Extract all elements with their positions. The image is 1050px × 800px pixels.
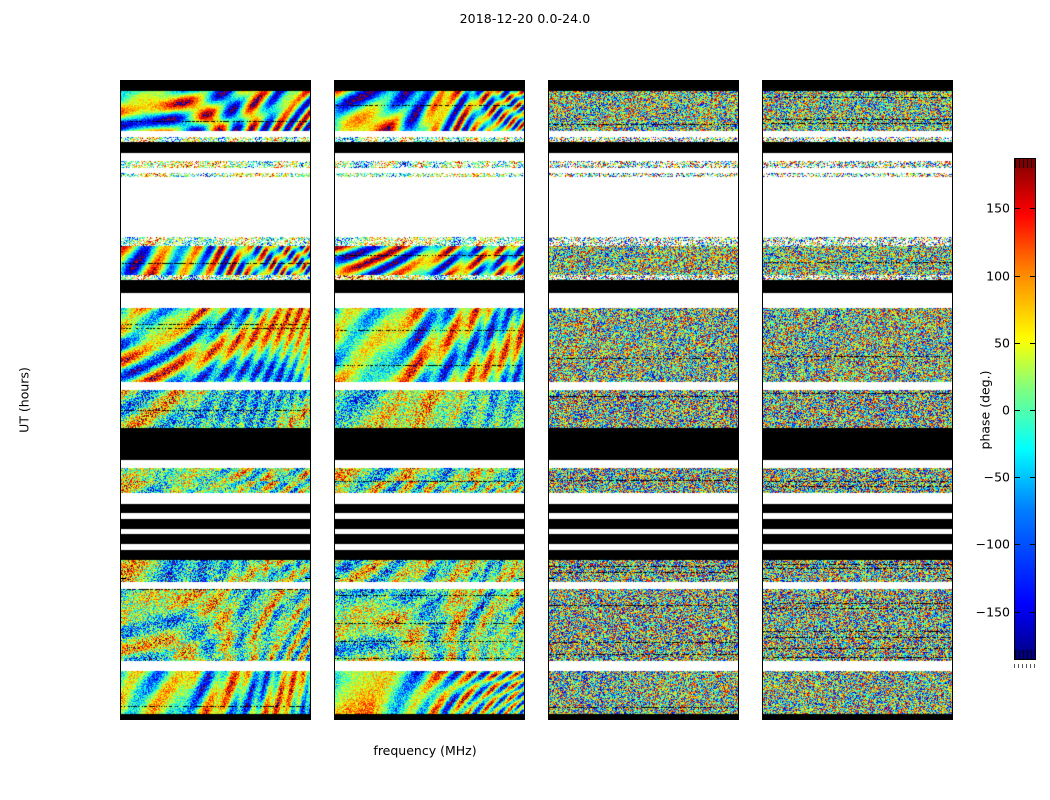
spectrum-canvas <box>335 81 524 719</box>
y-tick-mark <box>305 147 310 148</box>
y-tick-mark <box>121 434 126 435</box>
colorbar-bad-value-swatch <box>1014 664 1036 668</box>
colorbar-tick-label: 50 <box>994 335 1010 351</box>
y-tick-mark <box>305 434 310 435</box>
y-tick-mark <box>519 434 524 435</box>
y-tick-mark <box>733 577 738 579</box>
y-tick-mark <box>549 434 554 435</box>
spectrum-image-yy <box>335 81 524 719</box>
colorbar-tick-label: 0 <box>1002 402 1010 418</box>
colorbar-tick-mark <box>1030 275 1035 277</box>
y-tick-mark <box>335 434 340 435</box>
y-tick-mark <box>763 147 768 148</box>
spectrum-canvas <box>549 81 738 719</box>
y-tick-mark <box>733 434 738 435</box>
subplot-yx[interactable]: YX, V5*V14=EA08*EA27 3203353503653800510… <box>762 80 953 720</box>
y-tick-mark <box>519 577 524 579</box>
y-tick-mark <box>763 434 768 435</box>
y-tick-mark <box>733 290 738 292</box>
y-tick-mark <box>947 434 952 435</box>
colorbar-tick-mark <box>1015 544 1020 546</box>
colorbar-tick-mark <box>1015 477 1020 479</box>
y-tick-mark <box>121 290 126 292</box>
colorbar-tick-mark <box>1030 611 1035 613</box>
colorbar-tick-mark <box>1030 544 1035 546</box>
y-tick-mark <box>549 290 554 292</box>
colorbar-tick-mark <box>1030 342 1035 344</box>
spectrum-canvas <box>121 81 310 719</box>
y-tick-mark <box>519 147 524 148</box>
x-axis-label: frequency (MHz) <box>373 743 477 758</box>
colorbar-tick-label: 150 <box>986 200 1010 216</box>
y-tick-mark <box>947 147 952 148</box>
colorbar-tick-mark <box>1030 477 1035 479</box>
y-tick-mark <box>121 577 126 579</box>
y-tick-mark <box>305 290 310 292</box>
colorbar[interactable]: 150 100 50 0 −50 −100 −150 <box>976 158 1036 660</box>
y-tick-mark <box>335 577 340 579</box>
y-tick-mark <box>549 577 554 579</box>
colorbar-under-extend <box>1015 650 1035 659</box>
spectrum-canvas <box>763 81 952 719</box>
figure-suptitle: 2018-12-20 0.0-24.0 <box>459 11 591 26</box>
y-tick-mark <box>121 147 126 148</box>
spectrum-image-xx <box>121 81 310 719</box>
colorbar-tick-mark <box>1015 611 1020 613</box>
y-tick-mark <box>763 577 768 579</box>
colorbar-tick-label: −50 <box>983 469 1010 485</box>
colorbar-tick-label: −100 <box>975 536 1010 552</box>
y-tick-mark <box>947 577 952 579</box>
y-tick-mark <box>549 147 554 148</box>
y-tick-mark <box>733 147 738 148</box>
colorbar-label: phase (deg.) <box>977 370 993 450</box>
colorbar-tick-mark <box>1030 410 1035 411</box>
colorbar-tick-mark <box>1015 275 1020 277</box>
colorbar-over-extend <box>1015 159 1035 168</box>
y-tick-mark <box>763 290 768 292</box>
colorbar-tick-mark <box>1015 342 1020 344</box>
colorbar-tick-label: 100 <box>986 268 1010 284</box>
y-tick-mark <box>305 577 310 579</box>
colorbar-tick-mark <box>1015 208 1020 210</box>
y-tick-mark <box>335 147 340 148</box>
y-tick-mark <box>947 290 952 292</box>
subplot-xx[interactable]: XX, V5*V14=EA08*EA27 3203353503653800510… <box>120 80 311 720</box>
y-axis-label: UT (hours) <box>16 367 32 433</box>
y-tick-mark <box>335 290 340 292</box>
colorbar-tick-label: −150 <box>975 604 1010 620</box>
subplot-yy[interactable]: YY, V5*V14=EA08*EA27 3203353503653800510… <box>334 80 525 720</box>
y-tick-mark <box>519 290 524 292</box>
colorbar-tick-mark <box>1030 208 1035 210</box>
colorbar-tick-mark <box>1015 410 1020 411</box>
subplot-xy[interactable]: XY, V5*V14=EA08*EA27 3203353503653800510… <box>548 80 739 720</box>
spectrum-image-xy <box>549 81 738 719</box>
spectrum-image-yx <box>763 81 952 719</box>
